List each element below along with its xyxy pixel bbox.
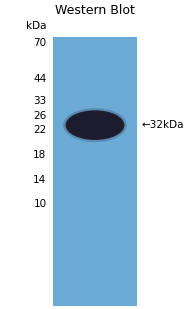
Ellipse shape: [76, 116, 114, 135]
Ellipse shape: [83, 119, 107, 131]
Text: 26: 26: [33, 111, 47, 121]
Text: 70: 70: [33, 38, 47, 48]
Text: 44: 44: [33, 74, 47, 84]
Text: Western Blot: Western Blot: [55, 4, 135, 17]
Text: 22: 22: [33, 125, 47, 135]
Ellipse shape: [82, 118, 108, 132]
Ellipse shape: [67, 111, 123, 139]
Text: ←32kDa: ←32kDa: [142, 120, 184, 130]
Text: 18: 18: [33, 150, 47, 159]
Ellipse shape: [74, 115, 116, 136]
Text: 33: 33: [33, 96, 47, 106]
Bar: [53, 37, 137, 306]
Ellipse shape: [80, 117, 110, 133]
Ellipse shape: [85, 120, 105, 130]
Text: 10: 10: [33, 199, 47, 209]
Text: kDa: kDa: [26, 21, 47, 31]
Ellipse shape: [73, 114, 117, 136]
Ellipse shape: [66, 110, 124, 140]
Ellipse shape: [63, 108, 127, 142]
Ellipse shape: [71, 113, 119, 137]
Ellipse shape: [69, 112, 121, 138]
Text: 14: 14: [33, 175, 47, 185]
Ellipse shape: [78, 116, 112, 134]
